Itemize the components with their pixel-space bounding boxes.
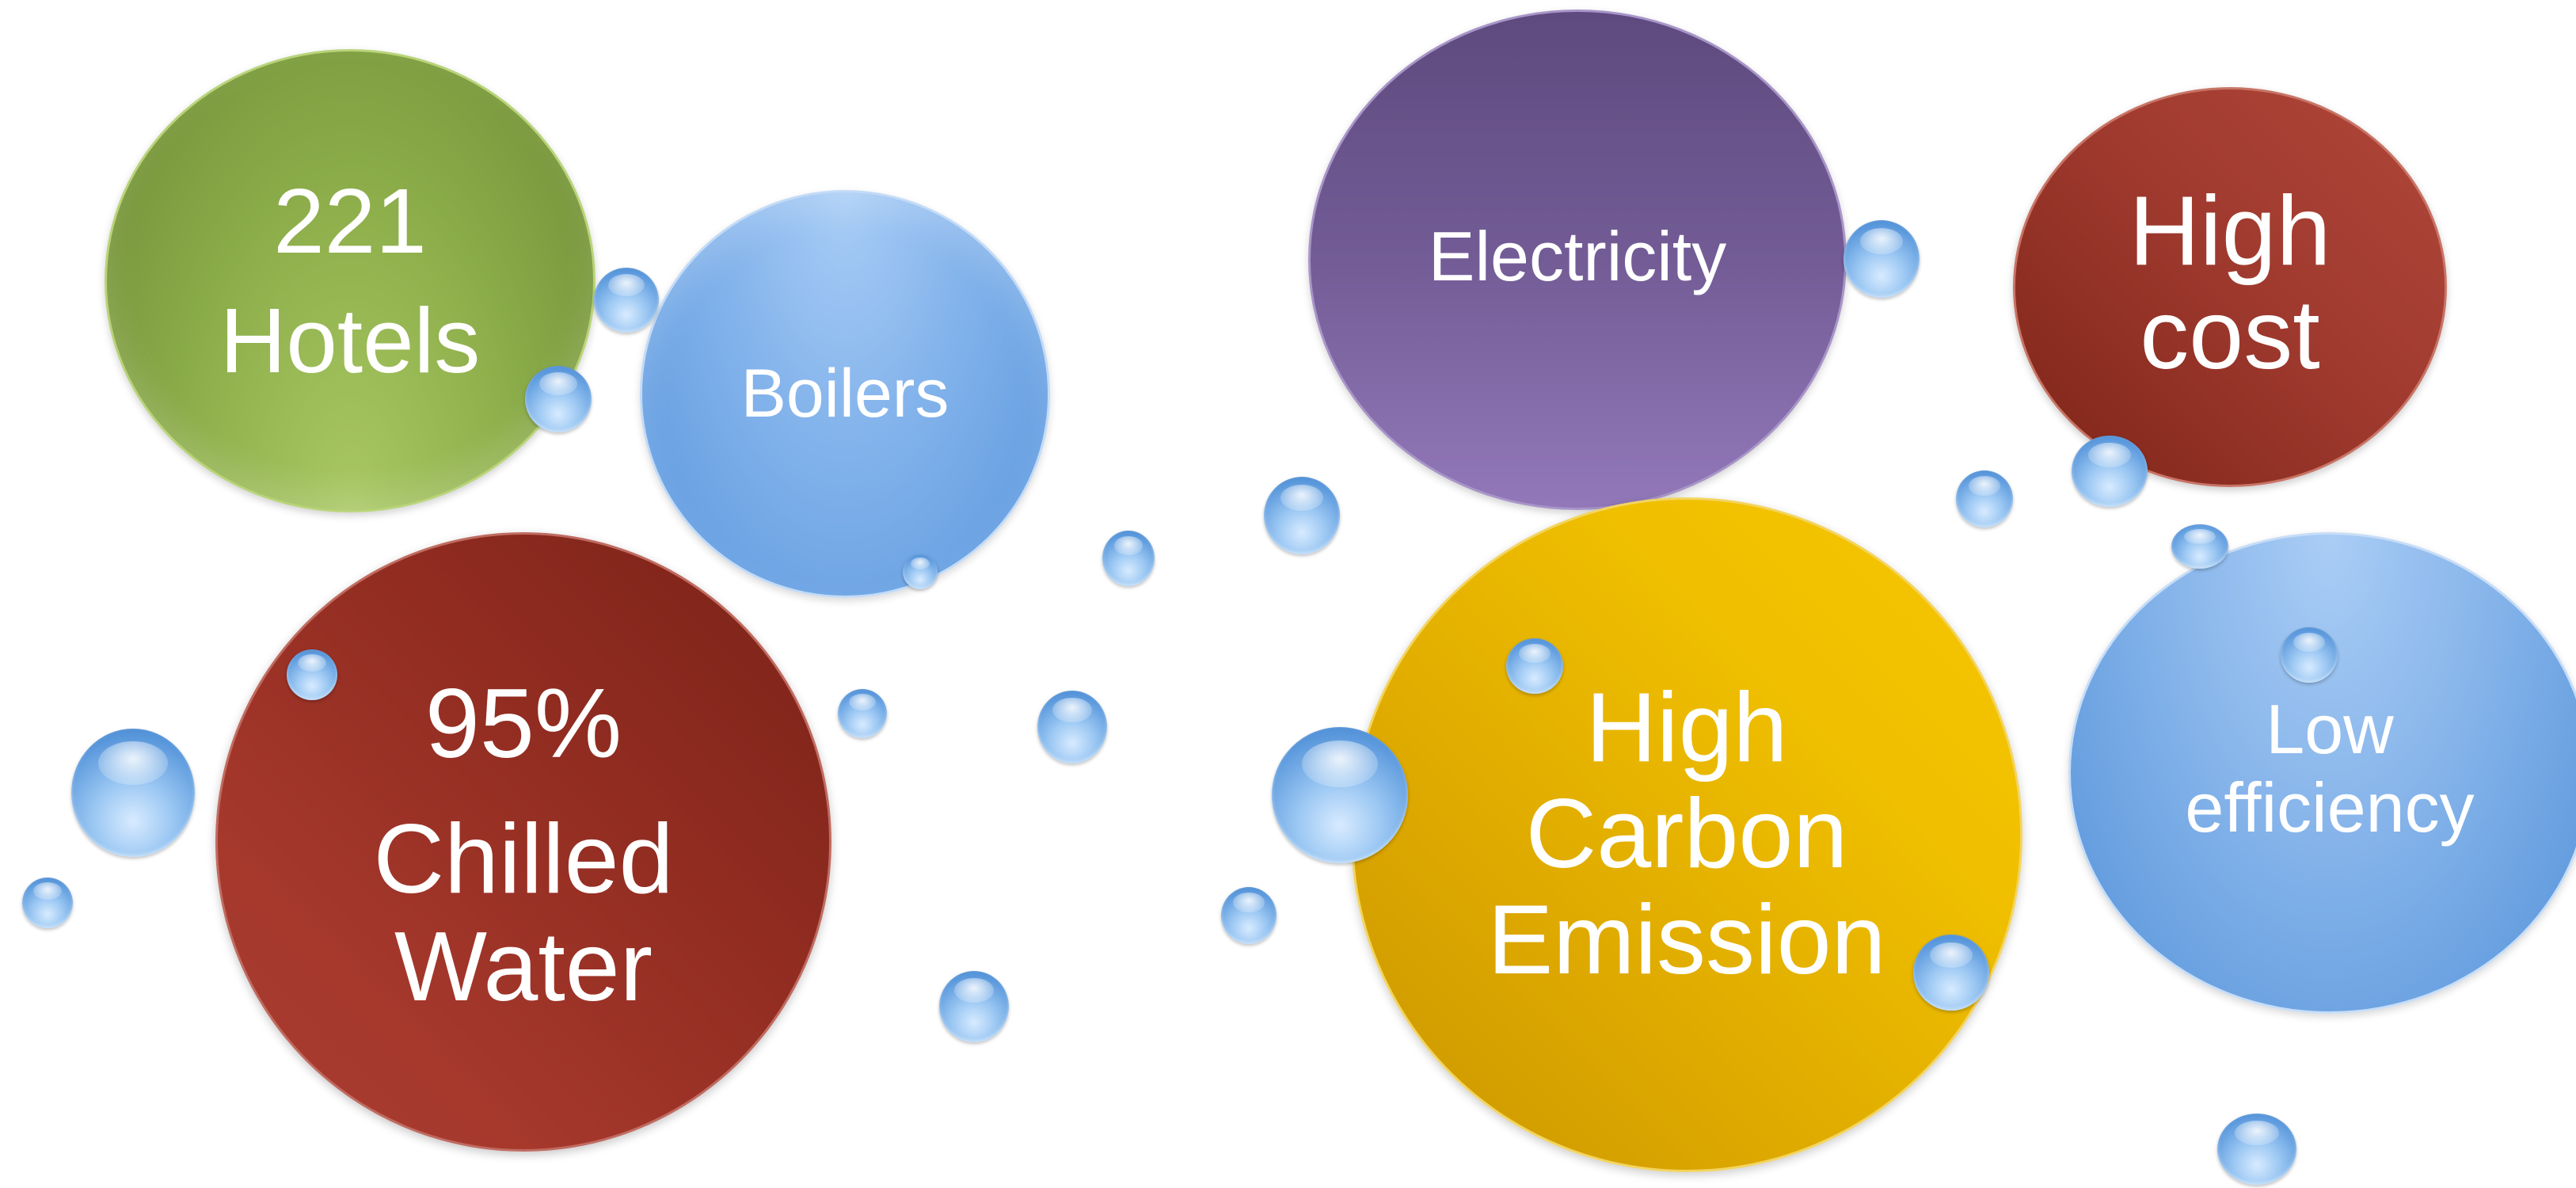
droplet xyxy=(2072,436,2148,507)
droplet xyxy=(1506,638,1563,694)
electricity-bubble: Electricity xyxy=(1308,10,1847,510)
high-cost-bubble: High cost xyxy=(2013,87,2447,487)
highcost-line-1: High xyxy=(2129,177,2331,287)
electricity-line-1: Electricity xyxy=(1428,217,1727,295)
droplet xyxy=(287,649,337,700)
carbon-line-3: Emission xyxy=(1487,885,1886,995)
droplet xyxy=(1956,470,2013,527)
droplet xyxy=(1264,477,1340,554)
hotels-bubble: 221 Hotels xyxy=(105,49,595,512)
droplet xyxy=(22,878,73,928)
chilled-water-bubble: 95% Chilled Water xyxy=(215,532,831,1152)
droplet xyxy=(838,689,887,738)
boilers-line-1: Boilers xyxy=(740,356,949,432)
highcost-line-2: cost xyxy=(2140,280,2320,390)
droplet xyxy=(1913,935,1989,1011)
droplet xyxy=(594,268,659,333)
lowefficiency-line-2: efficiency xyxy=(2185,768,2475,847)
chilled-line-2: Chilled xyxy=(373,804,674,914)
chilled-line-1: 95% xyxy=(424,669,622,779)
carbon-line-1: High xyxy=(1585,673,1788,783)
droplet xyxy=(1844,220,1920,298)
droplet xyxy=(1102,531,1155,586)
droplet xyxy=(2281,627,2338,683)
droplet xyxy=(939,971,1009,1042)
hotels-line-2: Hotels xyxy=(219,288,481,392)
droplet xyxy=(2217,1114,2296,1185)
droplet xyxy=(1272,727,1408,863)
droplet xyxy=(903,554,938,589)
droplet xyxy=(71,729,195,857)
lowefficiency-line-1: Low xyxy=(2266,690,2394,769)
hotels-line-1: 221 xyxy=(273,169,427,272)
chilled-line-3: Water xyxy=(394,912,653,1022)
low-efficiency-bubble: Low efficiency xyxy=(2068,532,2576,1014)
droplet xyxy=(1221,887,1277,944)
high-carbon-emission-bubble: High Carbon Emission xyxy=(1351,497,2022,1172)
droplet xyxy=(525,366,592,432)
boilers-bubble: Boilers xyxy=(640,190,1050,598)
carbon-line-2: Carbon xyxy=(1525,779,1848,889)
droplet xyxy=(2171,524,2228,569)
droplet xyxy=(1037,691,1107,763)
